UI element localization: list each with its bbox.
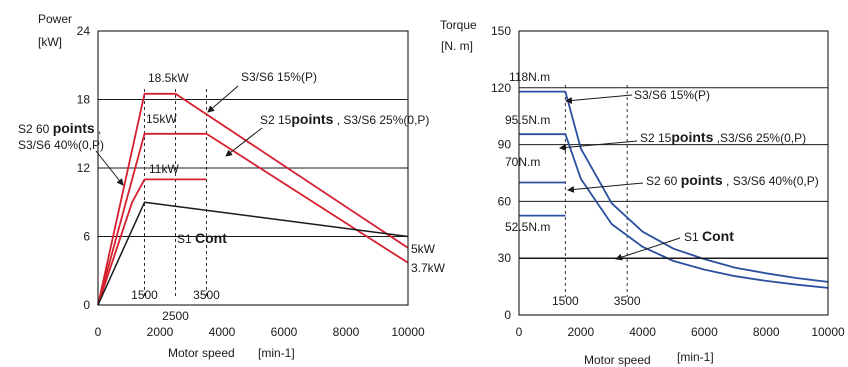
arrow-t-s2-60points [567, 182, 644, 193]
torque-reference-speed-labels: 1500 3500 [552, 294, 641, 308]
y-tick-6: 6 [83, 230, 90, 244]
torque-series [519, 90, 829, 289]
power-plot-frame [97, 30, 409, 306]
arrow-t-s3-s6-15 [565, 94, 633, 104]
power-reference-speed-labels: 1500 2500 3500 [131, 288, 220, 323]
annotation-118nm: 118N.m [509, 70, 550, 84]
label-t-s2-60points: S2 60 points , S3/S6 40%(0,P) [646, 172, 819, 188]
torque-xaxis-unit: [min-1] [677, 350, 714, 364]
label-t-s1-cont: S1 Cont [684, 228, 734, 244]
reference-speed-label-3500: 3500 [193, 288, 220, 302]
series-line-s2-60-points-s3-s6-40-0-p [97, 178, 207, 306]
annotation-95-5nm: 95.5N.m [505, 113, 550, 127]
series-line-s3-s6-15-p [519, 90, 829, 283]
series-line-s3-s6-15-p [97, 92, 409, 306]
label-s2-15points: S2 15points , S3/S6 25%(0,P) [260, 111, 429, 127]
power-reference-speed-lines [144, 89, 207, 296]
y-tick-120: 120 [491, 81, 511, 95]
y-tick-24: 24 [77, 24, 91, 38]
power-series [97, 92, 409, 306]
x-tick-6000: 6000 [271, 325, 298, 339]
y-tick-60: 60 [498, 194, 512, 208]
torque-axis-unit: [N. m] [441, 39, 473, 53]
x-tick-6000: 6000 [691, 325, 718, 339]
annotation-52-5nm: 52.5N.m [505, 220, 550, 234]
power-axis-title: Power [38, 12, 72, 26]
torque-chart: 0 2000 4000 6000 8000 10000 0 30 60 90 120 150 1500… [440, 18, 845, 367]
torque-plot-frame [518, 30, 829, 316]
torque-axis-title: Torque [440, 18, 477, 32]
y-tick-0: 0 [83, 298, 90, 312]
x-tick-2000: 2000 [567, 325, 594, 339]
reference-speed-label-2500: 2500 [162, 309, 189, 323]
x-tick-10000: 10000 [811, 325, 845, 339]
power-axis-unit: [kW] [38, 35, 62, 49]
y-tick-30: 30 [498, 251, 512, 265]
label-s2-60points: S2 60 points , [18, 120, 101, 136]
x-tick-8000: 8000 [333, 325, 360, 339]
arrow-s2-15points [225, 127, 263, 157]
arrow-t-s1-cont [615, 237, 681, 261]
y-tick-0: 0 [504, 308, 511, 322]
annotation-5kw: 5kW [411, 242, 436, 256]
reference-speed-label-1500: 1500 [131, 288, 158, 302]
torque-reference-speed-lines [564, 85, 628, 297]
annotation-15kw: 15kW [146, 112, 177, 126]
series-line-s2-15points-s3-s6-25-0-p [519, 133, 829, 289]
torque-xaxis-title: Motor speed [584, 353, 651, 367]
x-tick-4000: 4000 [629, 325, 656, 339]
power-tick-labels: 0 2000 4000 6000 8000 10000 0 6 12 18 24 [77, 24, 425, 339]
series-line-s2-15points-s3-s6-25-0-p [97, 132, 409, 306]
power-xaxis-unit: [min-1] [258, 346, 295, 360]
x-tick-0: 0 [95, 325, 102, 339]
x-tick-10000: 10000 [391, 325, 425, 339]
y-tick-150: 150 [491, 24, 511, 38]
x-tick-4000: 4000 [209, 325, 236, 339]
y-tick-12: 12 [77, 161, 91, 175]
arrow-s3-s6-15 [207, 85, 239, 113]
y-tick-18: 18 [77, 93, 91, 107]
label-s3-s6-15: S3/S6 15%(P) [241, 70, 317, 84]
power-chart: 0 2000 4000 6000 8000 10000 0 6 12 18 24 1500 2500 3… [18, 12, 446, 360]
torque-gridlines [519, 87, 828, 259]
x-tick-2000: 2000 [147, 325, 174, 339]
arrow-s2-60points [95, 150, 124, 186]
annotation-3-7kw: 3.7kW [411, 261, 446, 275]
x-tick-0: 0 [516, 325, 523, 339]
annotation-70nm: 70N.m [505, 155, 540, 169]
annotation-18-5kw: 18.5kW [148, 71, 189, 85]
reference-speed-label-3500: 3500 [614, 294, 641, 308]
y-tick-90: 90 [498, 138, 512, 152]
reference-speed-label-1500: 1500 [552, 294, 579, 308]
torque-tick-labels: 0 2000 4000 6000 8000 10000 0 30 60 90 120 150 [491, 24, 845, 339]
x-tick-8000: 8000 [753, 325, 780, 339]
label-t-s2-15points: S2 15points ,S3/S6 25%(0,P) [640, 129, 806, 145]
series-line-s1-cont [97, 201, 409, 306]
arrow-t-s2-15points [559, 140, 638, 151]
label-s1-cont: S1 Cont [177, 230, 227, 246]
label-s2-60points-line2: S3/S6 40%(0,P) [18, 138, 104, 152]
power-gridlines [98, 99, 408, 237]
annotation-11kw: 11kW [149, 162, 179, 176]
label-t-s3-s6-15: S3/S6 15%(P) [634, 88, 710, 102]
power-xaxis-title: Motor speed [168, 346, 235, 360]
